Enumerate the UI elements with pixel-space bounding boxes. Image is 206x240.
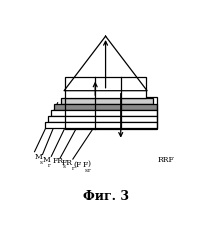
Bar — [61, 98, 153, 104]
Bar — [51, 110, 157, 116]
Text: ): ) — [87, 159, 90, 168]
Text: M: M — [42, 156, 50, 163]
Text: s: s — [40, 160, 43, 165]
Text: Фиг. 3: Фиг. 3 — [83, 191, 129, 204]
Bar — [48, 116, 157, 122]
Text: s: s — [84, 168, 87, 173]
Text: s: s — [63, 164, 66, 169]
Bar — [45, 122, 157, 128]
Bar — [65, 97, 157, 129]
Bar — [65, 77, 146, 98]
Text: FR: FR — [62, 159, 73, 167]
Text: (F: (F — [74, 161, 82, 169]
Text: r: r — [88, 168, 90, 173]
Text: r: r — [48, 162, 50, 168]
Text: M: M — [35, 153, 42, 161]
Text: RRF: RRF — [158, 156, 175, 164]
Text: FR: FR — [52, 157, 63, 165]
Text: F: F — [82, 161, 88, 169]
Text: r: r — [72, 166, 75, 171]
Bar — [54, 104, 157, 110]
